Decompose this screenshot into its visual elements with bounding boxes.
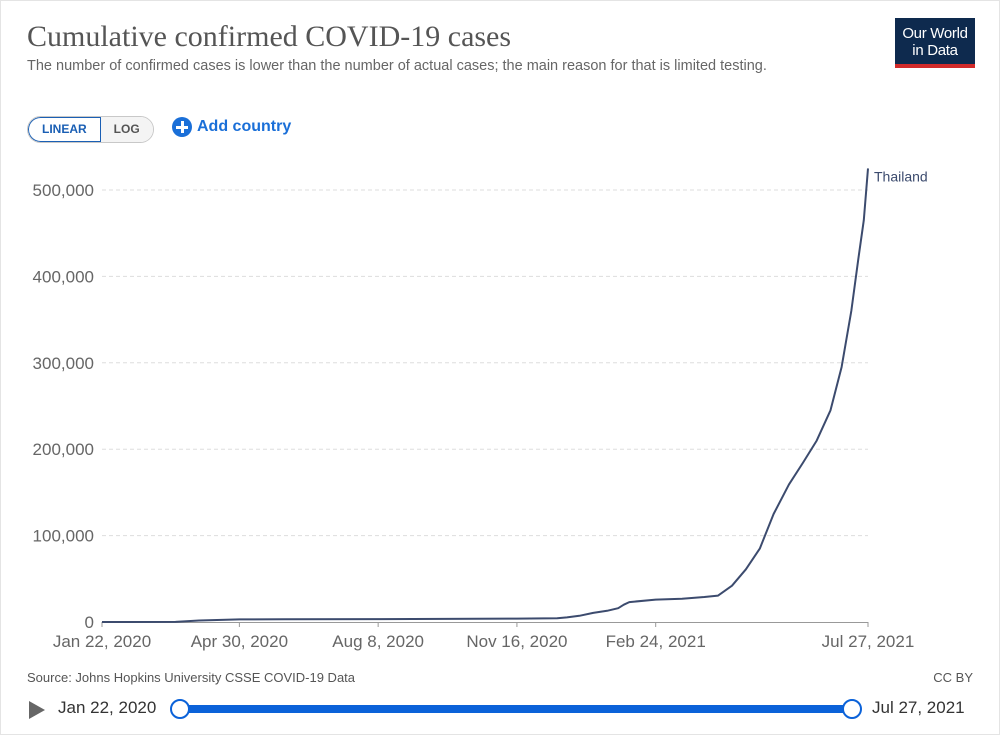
plus-circle-icon [172, 117, 192, 137]
y-tick-label: 0 [85, 613, 94, 632]
y-tick-label: 300,000 [33, 354, 94, 373]
scale-toggle: LINEAR LOG [27, 116, 154, 143]
owid-logo[interactable]: Our World in Data [895, 18, 975, 68]
x-tick-label: Jan 22, 2020 [53, 632, 151, 651]
x-tick-label: Aug 8, 2020 [332, 632, 424, 651]
series-layer: Thailand [101, 168, 928, 623]
source-note: Source: Johns Hopkins University CSSE CO… [27, 670, 356, 685]
series-label[interactable]: Thailand [874, 168, 928, 184]
x-tick-label: Feb 24, 2021 [606, 632, 706, 651]
axis-layer: 0 100,000 200,000 300,000 400,000 500,000 Jan … [33, 181, 915, 651]
x-tick-label: Jul 27, 2021 [822, 632, 915, 651]
timeline-start-handle[interactable] [170, 699, 190, 719]
license-label[interactable]: CC BY [933, 670, 973, 685]
play-icon[interactable] [29, 701, 45, 719]
timeline-slider: Jan 22, 2020 Jul 27, 2021 [0, 695, 1000, 725]
timeline-end-handle[interactable] [842, 699, 862, 719]
linear-scale-button[interactable]: LINEAR [28, 117, 101, 142]
logo-line-1: Our World [902, 25, 968, 42]
series-line-thailand[interactable] [101, 168, 869, 623]
timeline-track[interactable] [180, 705, 852, 713]
x-tick-label: Apr 30, 2020 [191, 632, 288, 651]
grid-layer [102, 189, 868, 537]
y-tick-label: 400,000 [33, 267, 94, 286]
timeline-start-label: Jan 22, 2020 [58, 698, 157, 717]
add-country-button[interactable]: Add country [172, 117, 291, 137]
timeline-end-label: Jul 27, 2021 [872, 698, 965, 717]
chart-subtitle: The number of confirmed cases is lower t… [27, 58, 767, 74]
line-chart: 0 100,000 200,000 300,000 400,000 500,000 Jan … [33, 168, 928, 651]
x-tick-label: Nov 16, 2020 [466, 632, 567, 651]
chart-title: Cumulative confirmed COVID-19 cases [27, 20, 512, 53]
y-tick-label: 500,000 [33, 181, 94, 200]
y-tick-label: 100,000 [33, 527, 94, 546]
add-country-label: Add country [197, 118, 292, 135]
logo-line-2: in Data [912, 42, 958, 59]
y-tick-label: 200,000 [33, 440, 94, 459]
log-scale-button[interactable]: LOG [100, 117, 153, 142]
